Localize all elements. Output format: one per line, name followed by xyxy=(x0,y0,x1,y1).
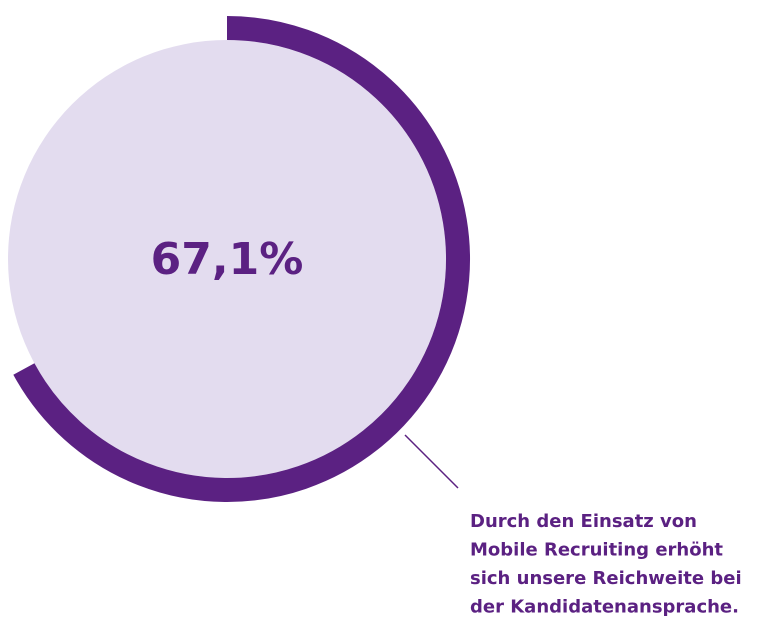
annotation: Durch den Einsatz von xyxy=(470,511,697,532)
annotation: Mobile Recruiting erhöht xyxy=(470,540,723,561)
annotation: der Kandidatenansprache. xyxy=(470,597,739,617)
leader-line xyxy=(404,434,459,489)
track xyxy=(8,40,446,478)
value-label: 67,1% xyxy=(151,234,304,285)
progress-arc xyxy=(13,16,470,502)
annotation: sich unsere Reichweite bei xyxy=(470,568,742,589)
